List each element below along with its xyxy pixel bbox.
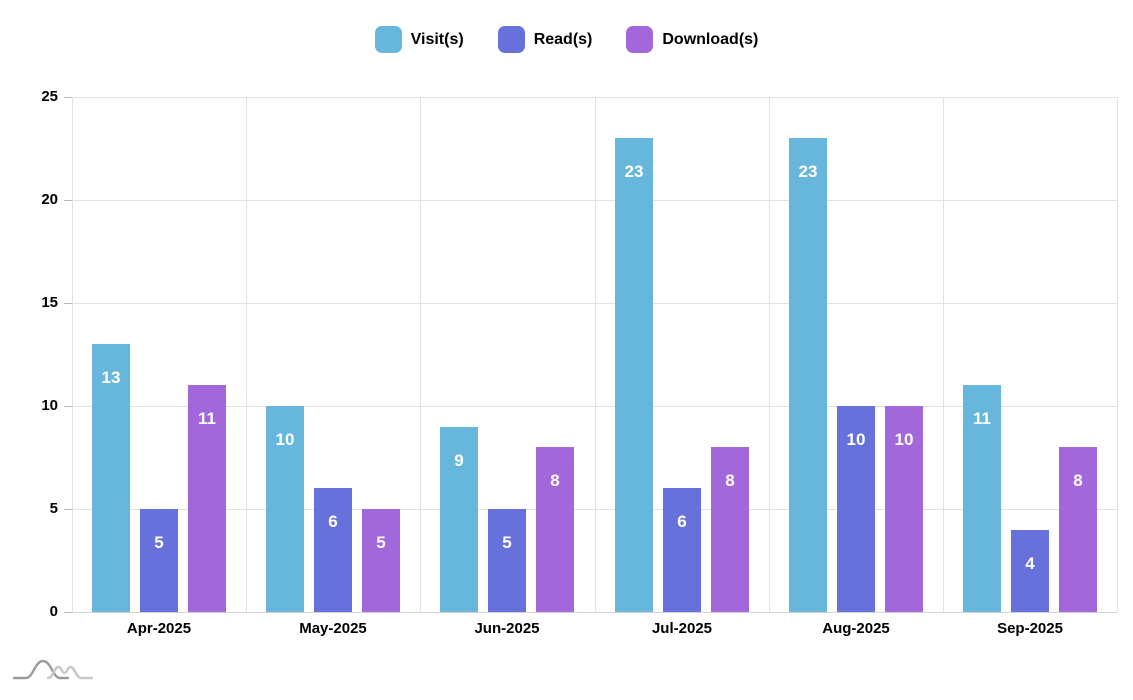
bar-downloads-jul-2025[interactable]: 8: [711, 447, 749, 612]
bar-value-label: 6: [677, 512, 687, 531]
x-axis-category-label: Sep-2025: [997, 620, 1063, 637]
bar-visits-jul-2025[interactable]: 23: [615, 138, 653, 612]
x-axis-category-label: Aug-2025: [822, 620, 890, 637]
vertical-gridline: [72, 97, 73, 612]
bar-value-label: 8: [1073, 471, 1083, 490]
bar-value-label: 5: [154, 533, 164, 552]
legend-item-label: Read(s): [533, 30, 593, 48]
vertical-gridline: [943, 97, 944, 612]
bar-value-label: 5: [376, 533, 386, 552]
category-group-jul-2025: 23 6 8: [595, 97, 769, 612]
y-axis-tick-label: 25: [41, 88, 58, 105]
plot-area: 13 5 11 10 6 5 9 5 8 23 6 8 23 10 10 11 4 8: [72, 97, 1118, 613]
category-group-jun-2025: 9 5 8: [420, 97, 594, 612]
category-group-may-2025: 10 6 5: [246, 97, 420, 612]
x-axis-category-label: May-2025: [299, 620, 367, 637]
bar-visits-may-2025[interactable]: 10: [266, 406, 304, 612]
bar-reads-jun-2025[interactable]: 5: [488, 509, 526, 612]
legend-item-label: Download(s): [662, 30, 759, 48]
x-axis-category-label: Jun-2025: [474, 620, 540, 637]
bar-value-label: 13: [101, 368, 121, 387]
bar-downloads-sep-2025[interactable]: 8: [1059, 447, 1097, 612]
amcharts-logo-icon[interactable]: [12, 655, 94, 683]
y-axis-tick-label: 5: [49, 500, 58, 517]
bar-value-label: 10: [275, 430, 295, 449]
vertical-gridline: [246, 97, 247, 612]
chart-legend: Visit(s) Read(s) Download(s): [0, 26, 1133, 53]
bar-reads-sep-2025[interactable]: 4: [1011, 530, 1049, 612]
bar-value-label: 10: [894, 430, 914, 449]
legend-item-visits[interactable]: Visit(s): [374, 26, 464, 53]
horizontal-gridline: [72, 406, 1117, 407]
category-group-apr-2025: 13 5 11: [72, 97, 246, 612]
horizontal-gridline: [72, 509, 1117, 510]
y-axis-tick-label: 15: [41, 294, 58, 311]
bar-value-label: 5: [502, 533, 512, 552]
bar-visits-aug-2025[interactable]: 23: [789, 138, 827, 612]
legend-swatch-icon: [497, 26, 525, 53]
y-axis-tick: [64, 303, 72, 304]
x-axis-category-label: Apr-2025: [126, 620, 192, 637]
vertical-gridline: [769, 97, 770, 612]
horizontal-gridline: [72, 303, 1117, 304]
horizontal-gridline: [72, 97, 1117, 98]
y-axis-tick: [64, 406, 72, 407]
y-axis-tick: [64, 200, 72, 201]
horizontal-gridline: [72, 200, 1117, 201]
bar-value-label: 10: [846, 430, 866, 449]
x-axis-category-label: Jul-2025: [651, 620, 713, 637]
legend-item-label: Visit(s): [410, 30, 464, 48]
vertical-gridline: [420, 97, 421, 612]
bar-value-label: 6: [328, 512, 338, 531]
bar-reads-aug-2025[interactable]: 10: [837, 406, 875, 612]
y-axis-tick-label: 20: [41, 191, 58, 208]
y-axis-tick-label: 10: [41, 397, 58, 414]
category-group-sep-2025: 11 4 8: [943, 97, 1117, 612]
legend-swatch-icon: [374, 26, 402, 53]
legend-swatch-icon: [626, 26, 654, 53]
bar-reads-may-2025[interactable]: 6: [314, 488, 352, 612]
bar-value-label: 11: [973, 409, 991, 428]
bar-downloads-apr-2025[interactable]: 11: [188, 385, 226, 612]
y-axis-tick: [64, 97, 72, 98]
bar-value-label: 23: [624, 162, 644, 181]
bar-reads-jul-2025[interactable]: 6: [663, 488, 701, 612]
bar-visits-apr-2025[interactable]: 13: [92, 344, 130, 612]
bar-value-label: 23: [798, 162, 818, 181]
bar-reads-apr-2025[interactable]: 5: [140, 509, 178, 612]
bar-visits-jun-2025[interactable]: 9: [440, 427, 478, 612]
y-axis-tick: [64, 509, 72, 510]
bar-value-label: 8: [550, 471, 560, 490]
legend-item-reads[interactable]: Read(s): [497, 26, 593, 53]
bar-value-label: 11: [198, 409, 216, 428]
bar-visits-sep-2025[interactable]: 11: [963, 385, 1001, 612]
bar-downloads-may-2025[interactable]: 5: [362, 509, 400, 612]
vertical-gridline: [595, 97, 596, 612]
bar-value-label: 4: [1025, 554, 1035, 573]
legend-item-downloads[interactable]: Download(s): [626, 26, 758, 53]
bar-value-label: 9: [454, 451, 464, 470]
y-axis-tick-label: 0: [49, 603, 58, 620]
x-axis-line: [72, 612, 1117, 613]
y-axis-tick: [64, 612, 72, 613]
category-group-aug-2025: 23 10 10: [769, 97, 943, 612]
vertical-gridline: [1117, 97, 1118, 612]
bar-downloads-aug-2025[interactable]: 10: [885, 406, 923, 612]
bar-downloads-jun-2025[interactable]: 8: [536, 447, 574, 612]
bar-value-label: 8: [725, 471, 735, 490]
